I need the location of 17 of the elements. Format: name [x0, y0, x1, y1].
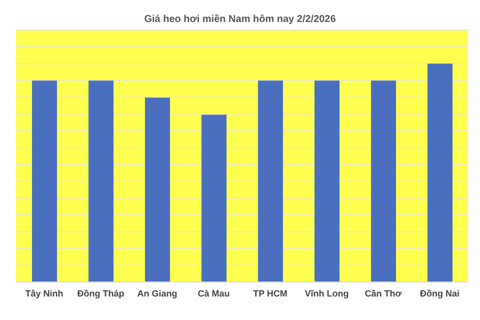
bar: [314, 80, 340, 282]
bar: [371, 80, 396, 282]
bar: [428, 64, 452, 282]
x-tick-label: Đồng Nai: [420, 288, 460, 298]
bar: [145, 98, 170, 282]
x-tick-label: Cần Thơ: [364, 288, 402, 298]
x-tick-label: Đồng Tháp: [77, 288, 125, 298]
bar: [202, 114, 226, 282]
chart-title: Giá heo hơi miền Nam hôm nay 2/2/2026: [143, 14, 337, 25]
x-tick-label: An Giang: [137, 288, 178, 298]
bar: [32, 80, 57, 282]
x-tick-label: Tây Ninh: [25, 288, 64, 298]
x-tick-label: Vĩnh Long: [304, 288, 349, 298]
bar: [258, 80, 283, 282]
x-tick-label: Cà Mau: [198, 288, 230, 298]
x-tick-label: TP HCM: [253, 288, 288, 298]
bar: [88, 80, 114, 282]
